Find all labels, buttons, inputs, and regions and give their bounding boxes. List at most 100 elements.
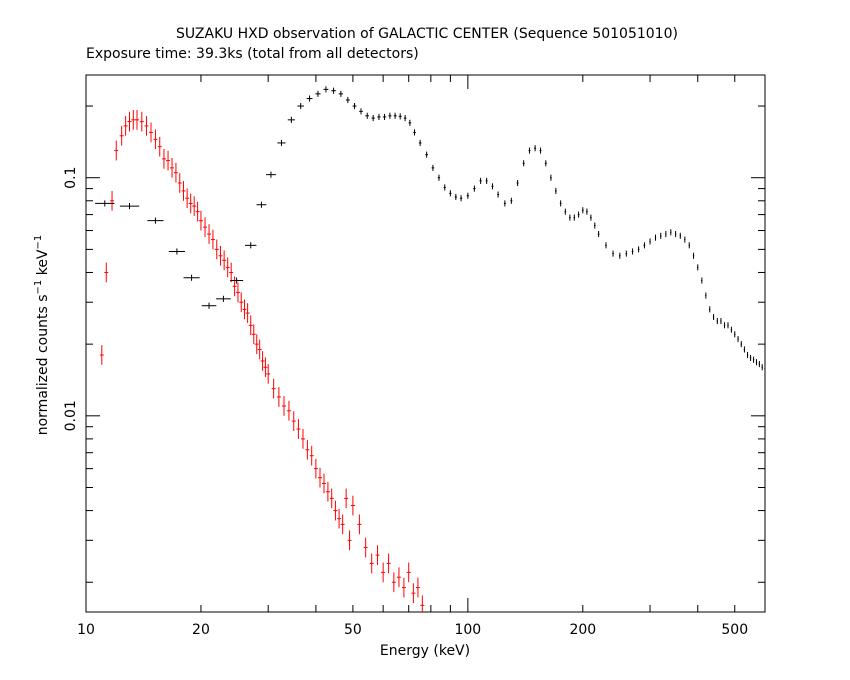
x-tick-label: 100 <box>454 622 481 638</box>
data-point <box>485 177 488 184</box>
data-point <box>329 488 334 509</box>
data-point <box>555 187 557 194</box>
data-point <box>286 400 291 421</box>
data-point <box>309 445 314 466</box>
data-point <box>305 439 310 460</box>
data-point <box>337 508 342 529</box>
data-point <box>119 125 124 146</box>
data-point <box>277 139 286 146</box>
data-point <box>318 467 322 488</box>
data-point <box>239 292 244 313</box>
data-point <box>737 336 739 343</box>
data-point <box>411 583 416 604</box>
data-point <box>352 102 357 110</box>
data-point <box>382 113 387 120</box>
data-point <box>149 122 153 143</box>
data-point <box>758 360 761 368</box>
y-tick-label: 0.1 <box>63 167 79 189</box>
data-point <box>473 185 476 192</box>
data-point <box>697 264 699 271</box>
data-point <box>245 242 257 249</box>
data-point <box>688 242 690 249</box>
data-point <box>344 488 349 509</box>
data-point <box>684 236 686 243</box>
data-point <box>168 248 185 255</box>
data-point <box>251 324 256 345</box>
data-point <box>403 115 407 122</box>
data-point <box>218 245 223 266</box>
data-point <box>135 109 139 130</box>
data-point <box>147 217 164 224</box>
data-point <box>730 326 733 333</box>
data-point <box>365 112 370 119</box>
plot-area: 10 20 50 100 200 500 0.1 0.01 <box>63 74 766 638</box>
data-point <box>110 190 115 211</box>
data-point <box>181 181 186 201</box>
data-point <box>705 292 707 299</box>
x-tick-label: 50 <box>344 622 362 638</box>
data-point <box>276 387 281 407</box>
data-point <box>649 238 651 245</box>
data-point <box>734 331 736 338</box>
data-point <box>720 318 722 325</box>
data-point <box>550 174 552 181</box>
data-point <box>144 116 149 136</box>
data-point <box>388 112 392 119</box>
data-point <box>287 116 295 123</box>
data-point <box>271 378 276 399</box>
data-point <box>625 250 628 257</box>
data-point <box>131 109 136 130</box>
data-point <box>437 174 441 181</box>
data-point <box>375 545 380 565</box>
data-point <box>396 567 401 588</box>
data-point <box>539 147 542 154</box>
data-point <box>139 111 144 132</box>
data-point <box>569 214 571 221</box>
data-point <box>597 230 600 238</box>
data-point <box>300 429 305 449</box>
data-point <box>528 147 531 154</box>
data-point <box>230 277 244 284</box>
data-point <box>263 357 268 378</box>
data-point <box>254 334 259 354</box>
data-point <box>232 276 237 297</box>
data-point <box>369 553 374 574</box>
chart-title: SUZAKU HXD observation of GALACTIC CENTE… <box>176 26 678 42</box>
data-point <box>497 191 500 198</box>
data-point <box>406 562 411 583</box>
data-point <box>104 262 109 283</box>
data-point <box>333 500 338 521</box>
data-point <box>386 553 391 574</box>
x-tick-label: 10 <box>77 622 95 638</box>
data-point <box>679 232 681 239</box>
data-point <box>210 229 215 250</box>
data-point <box>338 90 344 97</box>
data-point <box>459 195 463 202</box>
data-point <box>398 113 402 120</box>
data-point <box>225 257 230 278</box>
data-point <box>618 252 621 259</box>
data-point <box>692 252 695 259</box>
data-point <box>192 196 197 216</box>
data-point <box>637 246 640 253</box>
data-point <box>401 577 406 598</box>
data-point <box>612 250 614 257</box>
data-point <box>371 115 375 122</box>
data-point <box>195 201 200 222</box>
data-point <box>260 351 265 371</box>
chart-subtitle: Exposure time: 39.3ks (total from all de… <box>86 46 419 62</box>
data-point <box>670 229 672 236</box>
data-point <box>503 200 506 207</box>
data-point <box>466 192 470 199</box>
data-point <box>516 179 519 187</box>
data-point <box>222 250 227 271</box>
data-point <box>665 230 667 238</box>
y-axis-label-exp2: −1 <box>33 235 44 250</box>
data-point <box>99 345 104 365</box>
data-point <box>559 200 562 207</box>
x-axis-label: Energy (keV) <box>380 643 470 659</box>
data-point <box>577 211 580 218</box>
data-point <box>363 537 368 558</box>
